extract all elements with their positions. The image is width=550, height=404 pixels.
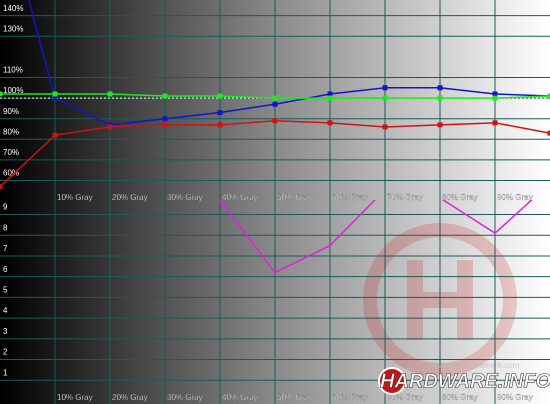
point xyxy=(437,85,443,91)
series-group xyxy=(219,200,533,274)
point xyxy=(382,124,388,130)
point xyxy=(162,116,168,122)
point xyxy=(107,91,113,97)
point xyxy=(382,85,388,91)
x-tick-label: 50% Gray xyxy=(277,393,313,402)
x-tick-label: 70% Gray xyxy=(387,193,423,202)
x-tick-label: 60% Gray xyxy=(332,393,368,402)
point xyxy=(492,120,498,126)
x-tick-label: 40% Gray xyxy=(222,193,258,202)
point xyxy=(217,93,223,99)
point xyxy=(217,122,223,128)
watermark-logo-text: HARDWARE.INFO xyxy=(380,370,550,392)
point xyxy=(217,110,223,116)
y-tick-label: 70% xyxy=(3,148,19,157)
x-tick-label: 60% Gray xyxy=(332,193,368,202)
x-tick-label: 30% Gray xyxy=(167,193,203,202)
x-tick-label: 10% Gray xyxy=(57,393,93,402)
x-tick-label: 90% Gray xyxy=(497,193,533,202)
y-tick-label: 80% xyxy=(3,127,19,136)
y-tick-label: 60% xyxy=(3,169,19,178)
point xyxy=(382,95,388,101)
point xyxy=(272,118,278,124)
point xyxy=(327,95,333,101)
x-tick-label: 80% Gray xyxy=(442,193,478,202)
y-tick-label: 140% xyxy=(3,4,23,13)
point xyxy=(162,122,168,128)
point xyxy=(272,95,278,101)
y-tick-label: 110% xyxy=(3,66,23,75)
x-tick-label: 70% Gray xyxy=(387,393,423,402)
point xyxy=(107,124,113,130)
point xyxy=(547,93,550,99)
point xyxy=(327,91,333,97)
x-tick-label: 40% Gray xyxy=(222,393,258,402)
point xyxy=(272,101,278,107)
point xyxy=(492,95,498,101)
y-tick-label: 3 xyxy=(3,327,8,336)
point xyxy=(0,184,3,190)
point xyxy=(162,93,168,99)
x-tick-label: 30% Gray xyxy=(167,393,203,402)
x-tick-label: 20% Gray xyxy=(112,193,148,202)
y-tick-label: 9 xyxy=(3,203,8,212)
x-tick-label: 90% Gray xyxy=(497,393,533,402)
y-tick-label: 1 xyxy=(3,368,8,377)
point xyxy=(52,132,58,138)
x-tick-label: 80% Gray xyxy=(442,393,478,402)
point xyxy=(437,95,443,101)
y-tick-label: 7 xyxy=(3,244,8,253)
watermark-site: www.homecinema-fr.com xyxy=(429,361,520,370)
y-tick-label: 4 xyxy=(3,306,8,315)
series-group xyxy=(0,0,550,190)
y-tick-label: 100% xyxy=(3,86,23,95)
x-tick-label: 50% Gray xyxy=(277,193,313,202)
y-tick-label: 130% xyxy=(3,24,23,33)
x-tick-label: 20% Gray xyxy=(112,393,148,402)
y-tick-label: 5 xyxy=(3,286,8,295)
point xyxy=(547,130,550,136)
point xyxy=(437,122,443,128)
point xyxy=(327,120,333,126)
y-tick-label: 8 xyxy=(3,223,8,232)
y-tick-label: 2 xyxy=(3,348,8,357)
watermark-badge xyxy=(378,367,406,395)
y-tick-label: 90% xyxy=(3,107,19,116)
x-tick-label: 10% Gray xyxy=(57,193,93,202)
point xyxy=(492,91,498,97)
series-line xyxy=(219,200,533,274)
point xyxy=(52,91,58,97)
point xyxy=(0,91,3,97)
y-tick-label: 6 xyxy=(3,265,8,274)
point xyxy=(52,95,58,101)
